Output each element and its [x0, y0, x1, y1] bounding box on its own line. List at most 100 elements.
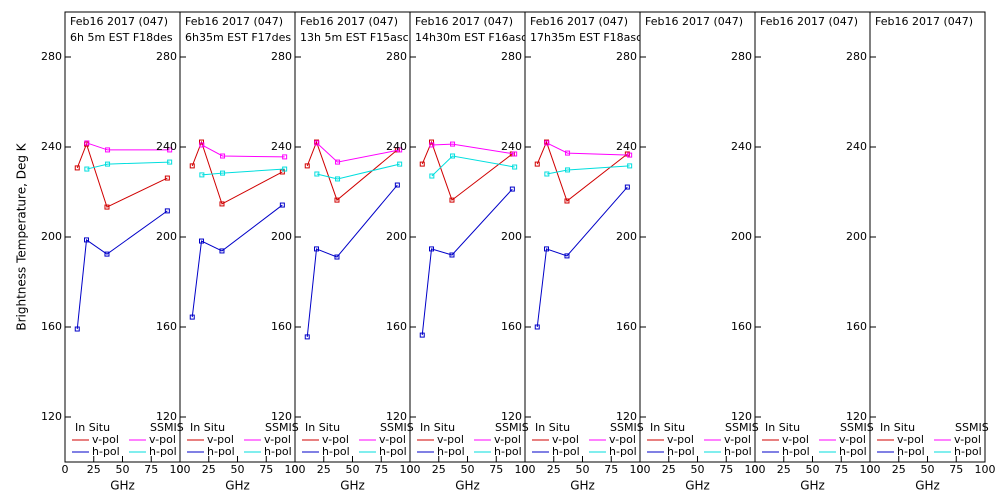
- y-tick-label: 240: [616, 140, 637, 153]
- data-point: [282, 166, 288, 172]
- x-tick-label: 25: [202, 463, 216, 476]
- legend-label: h-pol: [494, 445, 522, 458]
- legend-label: h-pol: [437, 445, 465, 458]
- x-tick-label: 100: [630, 463, 651, 476]
- data-point: [512, 151, 518, 157]
- legend-title: SSMIS: [265, 421, 299, 434]
- data-point: [304, 334, 310, 340]
- x-tick-label: 0: [177, 463, 184, 476]
- x-tick-label: 100: [515, 463, 536, 476]
- panel: Feb16 2017 (047) GHz 120 160 200 240 280 0 25 50 7…: [731, 11, 881, 493]
- legend-label: v-pol: [552, 433, 579, 446]
- data-point: [279, 202, 285, 208]
- series-line: [201, 168, 285, 176]
- y-tick-label: 280: [616, 50, 637, 63]
- data-point: [334, 254, 340, 260]
- data-point: [167, 159, 173, 165]
- data-point: [565, 167, 571, 173]
- data-point: [334, 197, 340, 203]
- legend-label: h-pol: [724, 445, 752, 458]
- legend-label: h-pol: [609, 445, 637, 458]
- panel-title: Feb16 2017 (047): [415, 15, 513, 28]
- data-point: [199, 238, 205, 244]
- x-tick-label: 0: [867, 463, 874, 476]
- data-point: [74, 165, 80, 171]
- y-tick-label: 280: [156, 50, 177, 63]
- data-point: [74, 326, 80, 332]
- legend-label: v-pol: [149, 433, 176, 446]
- legend-label: h-pol: [322, 445, 350, 458]
- data-point: [544, 140, 550, 146]
- data-point: [397, 161, 403, 167]
- data-point: [544, 246, 550, 252]
- legend-title: In Situ: [650, 421, 685, 434]
- y-tick-label: 240: [731, 140, 752, 153]
- y-tick-label: 120: [156, 410, 177, 423]
- y-tick-label: 200: [846, 230, 867, 243]
- data-point: [314, 246, 320, 252]
- x-tick-label: 50: [921, 463, 935, 476]
- y-tick-label: 280: [41, 50, 62, 63]
- x-tick-label: 75: [144, 463, 158, 476]
- y-tick-label: 160: [41, 320, 62, 333]
- legend-label: v-pol: [839, 433, 866, 446]
- legend-label: v-pol: [92, 433, 119, 446]
- x-tick-label: 100: [975, 463, 996, 476]
- series-line: [306, 140, 398, 201]
- legend-label: v-pol: [609, 433, 636, 446]
- y-tick-label: 200: [386, 230, 407, 243]
- legend-label: h-pol: [149, 445, 177, 458]
- data-point: [449, 197, 455, 203]
- x-axis-title: GHz: [685, 479, 710, 493]
- data-point: [220, 153, 226, 159]
- y-tick-label: 200: [156, 230, 177, 243]
- data-point: [167, 147, 173, 153]
- y-tick-label: 160: [386, 320, 407, 333]
- panel-title: Feb16 2017 (047): [530, 15, 628, 28]
- x-tick-label: 0: [637, 463, 644, 476]
- panel-title: Feb16 2017 (047): [70, 15, 168, 28]
- data-point: [429, 173, 435, 179]
- legend-title: SSMIS: [610, 421, 644, 434]
- data-point: [564, 253, 570, 259]
- series-line: [86, 161, 170, 170]
- x-tick-label: 100: [745, 463, 766, 476]
- y-tick-label: 280: [846, 50, 867, 63]
- legend-label: h-pol: [264, 445, 292, 458]
- x-tick-label: 75: [489, 463, 503, 476]
- data-point: [624, 184, 630, 190]
- series-line: [431, 155, 515, 177]
- legend-label: h-pol: [207, 445, 235, 458]
- legend-title: SSMIS: [380, 421, 414, 434]
- y-tick-label: 120: [386, 410, 407, 423]
- legend-label: h-pol: [92, 445, 120, 458]
- y-tick-label: 240: [271, 140, 292, 153]
- y-tick-label: 160: [616, 320, 637, 333]
- x-axis-title: GHz: [110, 479, 135, 493]
- series-line: [546, 142, 630, 156]
- x-tick-label: 0: [407, 463, 414, 476]
- legend-label: v-pol: [207, 433, 234, 446]
- data-point: [189, 163, 195, 169]
- x-tick-label: 50: [691, 463, 705, 476]
- panel-subtitle: 6h 5m EST F18des: [70, 31, 173, 44]
- legend-label: h-pol: [552, 445, 580, 458]
- legend-label: v-pol: [437, 433, 464, 446]
- x-tick-label: 25: [892, 463, 906, 476]
- legend-title: In Situ: [880, 421, 915, 434]
- data-point: [84, 140, 90, 146]
- legend-label: v-pol: [322, 433, 349, 446]
- y-tick-label: 160: [156, 320, 177, 333]
- panel-title: Feb16 2017 (047): [300, 15, 398, 28]
- data-point: [314, 140, 320, 146]
- legend-label: v-pol: [494, 433, 521, 446]
- legend-label: v-pol: [724, 433, 751, 446]
- data-point: [199, 172, 205, 178]
- data-point: [394, 182, 400, 188]
- data-point: [220, 170, 226, 176]
- x-tick-label: 100: [860, 463, 881, 476]
- legend-title: SSMIS: [840, 421, 874, 434]
- series-line: [76, 210, 168, 330]
- legend-label: v-pol: [897, 433, 924, 446]
- x-tick-label: 50: [576, 463, 590, 476]
